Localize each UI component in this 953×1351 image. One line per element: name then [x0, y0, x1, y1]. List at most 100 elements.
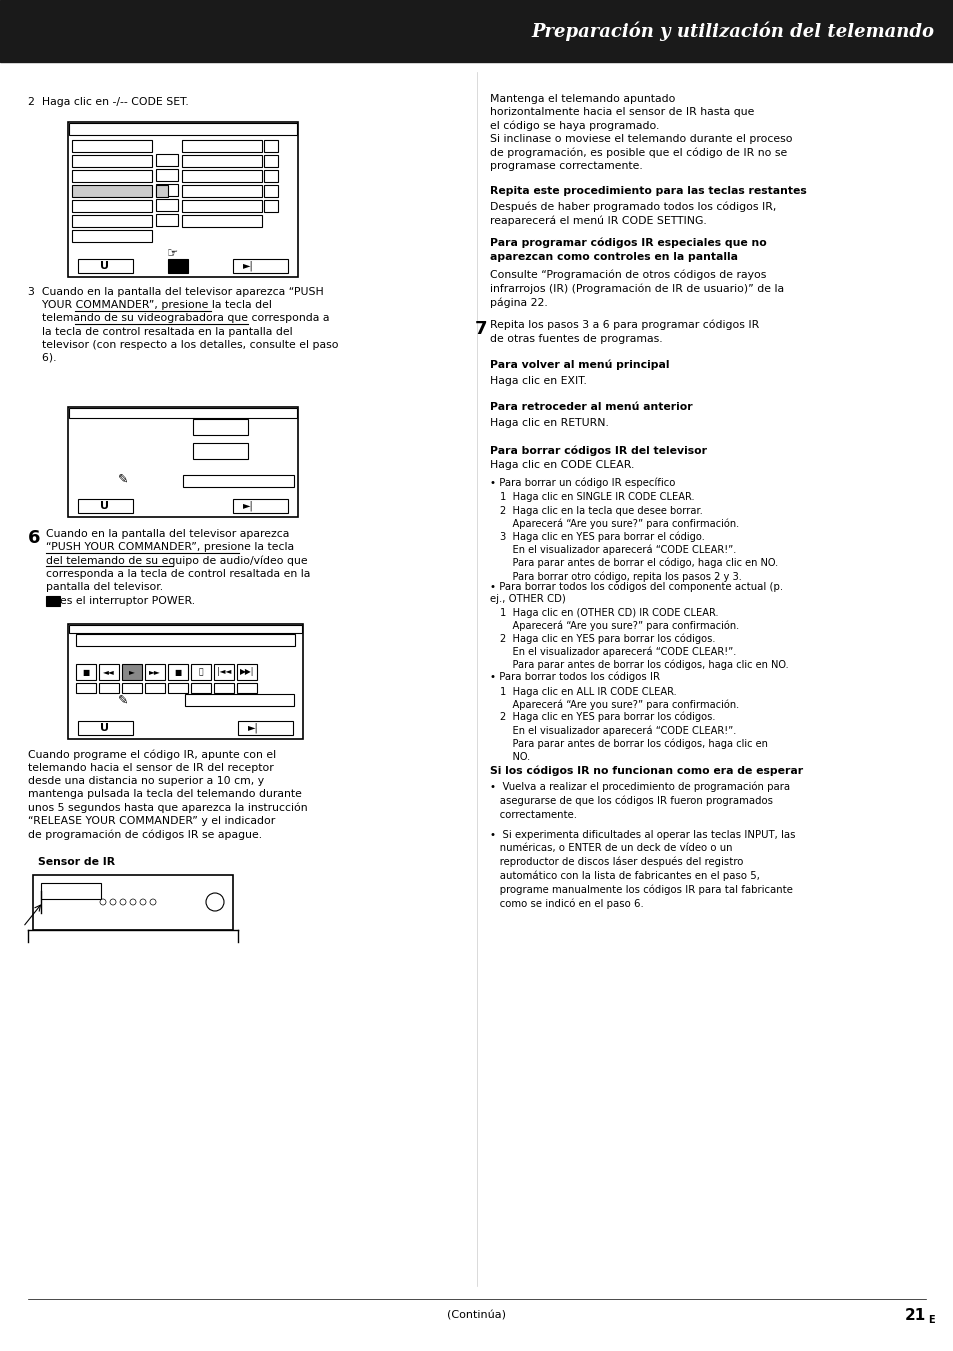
Bar [78, 721, 132, 735]
Bar [76, 663, 96, 680]
Text: 2  Haga clic en -/-- CODE SET.: 2 Haga clic en -/-- CODE SET. [28, 97, 189, 107]
Text: 2  Haga clic en YES para borrar los códigos.
    En el visualizador aparecerá “C: 2 Haga clic en YES para borrar los códig… [499, 712, 767, 762]
Bar [76, 634, 294, 646]
Text: 1  Haga clic en ALL IR CODE CLEAR.
    Aparecerá “Are you sure?” para confirmaci: 1 Haga clic en ALL IR CODE CLEAR. Aparec… [499, 688, 739, 711]
Text: ►: ► [129, 667, 134, 677]
Text: 3  Cuando en la pantalla del televisor aparezca “PUSH
    YOUR COMMANDER”, presi: 3 Cuando en la pantalla del televisor ap… [28, 286, 338, 363]
Bar [156, 199, 178, 211]
Bar [191, 684, 211, 693]
Bar [156, 169, 178, 181]
Bar [156, 184, 178, 196]
Text: • Para borrar un código IR específico: • Para borrar un código IR específico [490, 477, 675, 488]
Bar [182, 170, 262, 182]
Bar [99, 663, 119, 680]
Bar [236, 684, 256, 693]
Text: Haga clic en RETURN.: Haga clic en RETURN. [490, 417, 608, 428]
Bar [68, 122, 297, 277]
Text: Después de haber programado todos los códigos IR,
reaparecerá el menú IR CODE SE: Después de haber programado todos los có… [490, 203, 776, 227]
Text: Consulte “Programación de otros códigos de rayos
infrarrojos (IR) (Programación : Consulte “Programación de otros códigos … [490, 270, 783, 308]
Text: Haga clic en CODE CLEAR.: Haga clic en CODE CLEAR. [490, 459, 634, 470]
Text: Cuando en la pantalla del televisor aparezca
“PUSH YOUR COMMANDER”, presione la : Cuando en la pantalla del televisor apar… [46, 530, 310, 605]
Bar [182, 185, 262, 197]
Text: •  Vuelva a realizar el procedimiento de programación para
   asegurarse de que : • Vuelva a realizar el procedimiento de … [490, 782, 789, 820]
Bar [68, 624, 303, 739]
Text: U: U [100, 723, 110, 734]
Bar [99, 684, 119, 693]
Bar [233, 259, 288, 273]
Bar [185, 694, 294, 707]
Text: ►|: ►| [248, 723, 258, 734]
Text: 7: 7 [475, 320, 487, 338]
Text: ■: ■ [174, 667, 181, 677]
Bar [46, 596, 60, 607]
Bar [264, 170, 277, 182]
Bar [264, 141, 277, 153]
Bar [71, 200, 152, 212]
Bar [69, 408, 296, 417]
Text: 6: 6 [28, 530, 40, 547]
Bar [71, 155, 152, 168]
Text: ✎: ✎ [117, 693, 128, 707]
Bar [41, 884, 101, 898]
Text: ◄◄: ◄◄ [103, 667, 114, 677]
Text: ►|: ►| [243, 261, 253, 272]
Bar [78, 499, 132, 513]
Bar [182, 215, 262, 227]
Bar [182, 141, 262, 153]
Text: (Continúa): (Continúa) [447, 1310, 506, 1321]
Text: 1  Haga clic en (OTHER CD) IR CODE CLEAR.
    Aparecerá “Are you sure?” para con: 1 Haga clic en (OTHER CD) IR CODE CLEAR.… [499, 608, 739, 631]
Text: Repita este procedimiento para las teclas restantes: Repita este procedimiento para las tecla… [490, 186, 806, 196]
Bar [71, 141, 152, 153]
Circle shape [100, 898, 106, 905]
Bar [145, 663, 165, 680]
Bar [0, 0, 953, 62]
Text: ⏸: ⏸ [198, 667, 203, 677]
Bar [76, 684, 96, 693]
Bar [193, 419, 248, 435]
Text: Preparación y utilización del telemando: Preparación y utilización del telemando [531, 22, 933, 41]
Bar [168, 259, 188, 273]
Bar [233, 499, 288, 513]
Bar [69, 123, 296, 135]
Text: U: U [100, 501, 110, 511]
Bar [122, 663, 142, 680]
Bar [264, 200, 277, 212]
Text: Haga clic en EXIT.: Haga clic en EXIT. [490, 376, 586, 386]
Text: Sensor de IR: Sensor de IR [38, 857, 115, 867]
Bar [168, 684, 188, 693]
Bar [237, 721, 293, 735]
Text: ►►: ►► [149, 667, 161, 677]
Bar [168, 663, 188, 680]
Text: Para programar códigos IR especiales que no
aparezcan como controles en la panta: Para programar códigos IR especiales que… [490, 238, 766, 262]
Text: U: U [100, 261, 110, 272]
Bar [122, 684, 142, 693]
Circle shape [150, 898, 156, 905]
Bar [264, 185, 277, 197]
Bar [68, 407, 297, 517]
Text: ►|: ►| [243, 501, 253, 511]
Text: Para volver al menú principal: Para volver al menú principal [490, 359, 669, 370]
Text: • Para borrar todos los códigos IR: • Para borrar todos los códigos IR [490, 671, 659, 682]
Bar [71, 170, 152, 182]
Text: Cuando programe el código IR, apunte con el
telemando hacia el sensor de IR del : Cuando programe el código IR, apunte con… [28, 748, 307, 840]
Text: Repita los pasos 3 a 6 para programar códigos IR
de otras fuentes de programas.: Repita los pasos 3 a 6 para programar có… [490, 320, 759, 343]
Text: 2  Haga clic en YES para borrar los códigos.
    En el visualizador aparecerá “C: 2 Haga clic en YES para borrar los códig… [499, 634, 788, 670]
Bar [71, 215, 152, 227]
Circle shape [140, 898, 146, 905]
Bar [156, 213, 178, 226]
Text: Mantenga el telemando apuntado
horizontalmente hacia el sensor de IR hasta que
e: Mantenga el telemando apuntado horizonta… [490, 95, 792, 172]
Text: ✎: ✎ [117, 473, 128, 485]
Text: •  Si experimenta dificultades al operar las teclas INPUT, las
   numéricas, o E: • Si experimenta dificultades al operar … [490, 830, 795, 909]
Text: ■: ■ [82, 667, 90, 677]
Text: 2  Haga clic en la tecla que desee borrar.
    Aparecerá “Are you sure?” para co: 2 Haga clic en la tecla que desee borrar… [499, 507, 739, 530]
Bar [213, 663, 233, 680]
Circle shape [206, 893, 224, 911]
Bar [156, 185, 168, 197]
Bar [213, 684, 233, 693]
Bar [78, 259, 132, 273]
Bar [193, 443, 248, 459]
Bar [69, 626, 302, 634]
Bar [71, 185, 152, 197]
Circle shape [130, 898, 136, 905]
Bar [33, 875, 233, 929]
